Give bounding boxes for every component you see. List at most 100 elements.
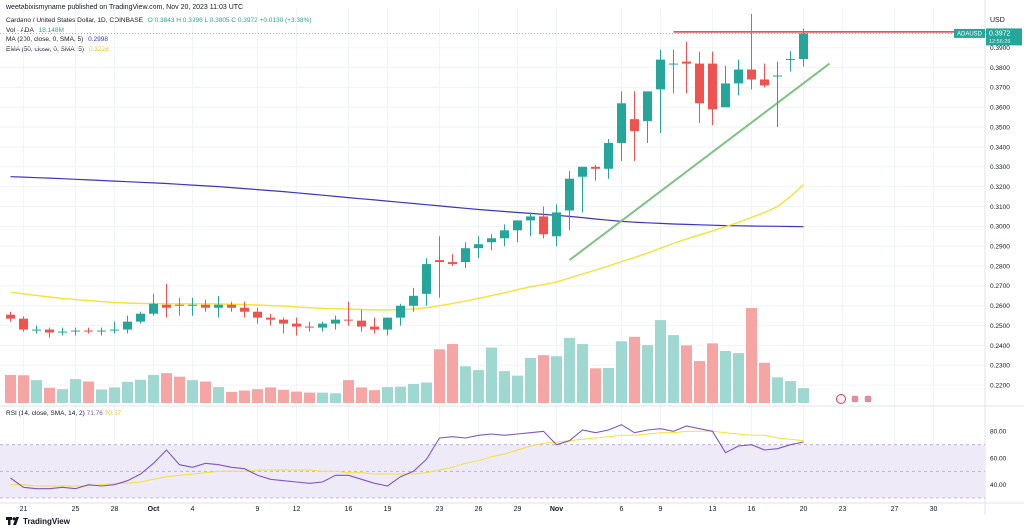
candle-body: [656, 59, 665, 90]
volume-value: 18.148M: [38, 26, 64, 34]
volume-bar: [109, 387, 120, 403]
candle-body: [201, 304, 210, 308]
price-tick-label: 0.3600: [990, 105, 1010, 112]
price-tick-label: 0.2400: [990, 343, 1010, 350]
rsi-label[interactable]: RSI (14, close, SMA, 14, 2): [6, 410, 85, 417]
price-tick-label: 0.3800: [990, 65, 1010, 72]
volume-bar: [707, 343, 718, 403]
time-tick-label: 23: [839, 506, 847, 513]
time-tick-label: 27: [891, 506, 899, 513]
time-tick-label: Nov: [550, 506, 563, 513]
candle-body: [175, 304, 184, 306]
candle-body: [409, 295, 418, 306]
candle-body: [240, 307, 249, 312]
symbol-title[interactable]: Cardano / United States Dollar, 1D, COIN…: [6, 17, 143, 24]
candle-body: [474, 244, 483, 249]
volume-bar: [720, 350, 731, 403]
volume-bar: [772, 377, 783, 403]
candle-body: [422, 264, 431, 294]
candle-body: [71, 330, 80, 332]
currency-label: USD: [990, 17, 1005, 24]
candle-body: [708, 63, 717, 110]
candle-body: [19, 318, 28, 330]
volume-bar: [564, 337, 575, 403]
rsi-tick-label: 40.00: [990, 482, 1007, 489]
volume-bar: [265, 387, 276, 403]
candle-body: [630, 119, 639, 132]
tradingview-logo-icon: [6, 517, 19, 525]
candle-body: [6, 314, 15, 319]
candle-body: [136, 313, 145, 322]
brand-name: TradingView: [23, 517, 70, 526]
volume-label[interactable]: Vol · ADA: [6, 26, 34, 34]
candle-body: [435, 260, 444, 263]
time-tick-label: 12: [293, 506, 301, 513]
volume-bar: [759, 362, 770, 403]
volume-bar: [122, 381, 133, 403]
volume-bar: [616, 341, 627, 403]
moving-averages: [10, 176, 804, 311]
candle-body: [461, 248, 470, 263]
time-tick-label: 29: [514, 506, 522, 513]
time-tick-label: 9: [659, 506, 663, 513]
grid: [0, 0, 1024, 515]
volume-bar: [226, 391, 237, 403]
volume-bar: [44, 387, 55, 403]
last-price-label: 0.3972: [989, 31, 1011, 38]
volume-bar: [694, 361, 705, 403]
candle-body: [97, 330, 106, 332]
candles: [6, 13, 808, 338]
price-tick-label: 0.3900: [990, 45, 1010, 52]
volume-bar: [96, 389, 107, 403]
price-tick-label: 0.3400: [990, 144, 1010, 151]
tradingview-brand[interactable]: TradingView: [6, 517, 70, 526]
candle-body: [773, 75, 782, 77]
volume-bar: [252, 389, 263, 403]
candle-body: [747, 69, 756, 80]
volume-bar: [447, 344, 458, 403]
candle-body: [32, 329, 41, 331]
volume-bar: [408, 383, 419, 403]
time-tick-label: 9: [256, 506, 260, 513]
time-tick-label: 20: [800, 506, 808, 513]
candle-body: [565, 178, 574, 211]
countdown-label: 12:56:26: [989, 39, 1010, 45]
candle-body: [682, 61, 691, 64]
volume-legend: Vol · ADA 18.148M: [6, 26, 315, 36]
price-tick-label: 0.2200: [990, 382, 1010, 389]
volume-bar: [538, 355, 549, 403]
candle-body: [110, 329, 119, 331]
candle-body: [552, 212, 561, 237]
candle-body: [214, 304, 223, 308]
volume-bar: [395, 386, 406, 403]
price-tick-label: 0.2300: [990, 363, 1010, 370]
ma-value: 0.2998: [88, 36, 109, 43]
volume-bar: [525, 357, 536, 403]
candle-body: [526, 216, 535, 221]
time-tick-label: 6: [620, 506, 624, 513]
price-tick-label: 0.2700: [990, 283, 1010, 290]
volume-bar: [161, 373, 172, 403]
volume-bar: [187, 380, 198, 403]
candle-body: [643, 91, 652, 122]
ma-label[interactable]: MA (200, close, 0, SMA, 5): [6, 36, 84, 43]
volume-bar: [434, 349, 445, 403]
candle-body: [578, 166, 587, 177]
volume-bar: [551, 356, 562, 403]
ema-label[interactable]: EMA (50, close, 0, SMA, 5): [6, 45, 85, 53]
price-tick-label: 0.3100: [990, 204, 1010, 211]
time-tick-label: 21: [20, 506, 28, 513]
volume-bar: [512, 375, 523, 403]
last-price-tag: [986, 28, 1022, 46]
volume-bar: [603, 367, 614, 403]
price-tick-label: 0.2800: [990, 263, 1010, 270]
time-tick-label: 4: [191, 506, 195, 513]
time-tick-label: 28: [111, 506, 119, 513]
volume-bar: [200, 381, 211, 403]
candle-body: [617, 103, 626, 143]
ema-legend: EMA (50, close, 0, SMA, 5) 0.3226: [6, 45, 315, 55]
candle-body: [266, 317, 275, 320]
volume-bar: [421, 382, 432, 403]
